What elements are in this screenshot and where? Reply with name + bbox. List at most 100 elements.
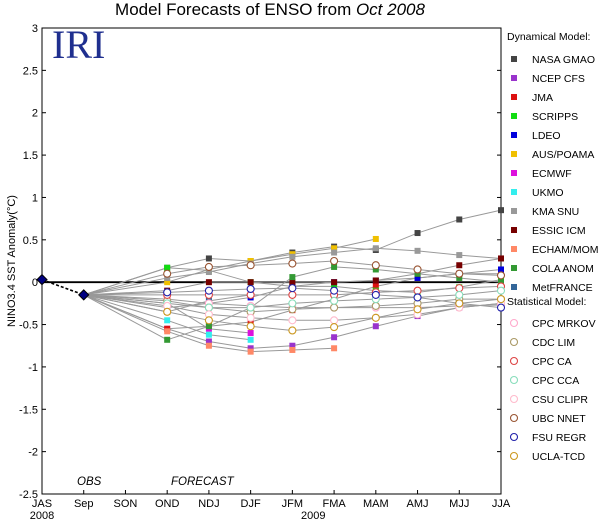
- data-point: [247, 330, 254, 337]
- y-tick-label: -2: [28, 447, 38, 459]
- legend-marker: [511, 94, 517, 100]
- y-axis-label: NINO3.4 SST Anomaly(°C): [6, 195, 18, 327]
- legend-marker: [511, 189, 517, 195]
- x-tick-label: OND: [155, 498, 180, 510]
- legend-marker: [509, 413, 519, 423]
- legend-item-ucla-tcd: UCLA-TCD: [509, 451, 586, 463]
- data-point: [205, 331, 212, 338]
- data-point: [289, 279, 296, 286]
- legend-label: COLA ANOM: [532, 263, 594, 275]
- data-point: [330, 323, 339, 332]
- plume-line: [83, 294, 168, 332]
- legend-item-essic-icm: ESSIC ICM: [511, 225, 586, 237]
- legend-item-ubc-nnet: UBC NNET: [509, 413, 586, 425]
- data-point: [414, 274, 421, 281]
- legend-item-nasa-gmao: NASA GMAO: [511, 54, 595, 66]
- plume-line: [83, 281, 168, 296]
- data-point: [372, 266, 379, 273]
- data-point: [330, 303, 339, 312]
- data-point: [247, 336, 254, 343]
- legend-marker: [511, 227, 517, 233]
- data-point: [163, 307, 172, 316]
- data-point: [372, 245, 379, 252]
- data-point: [205, 255, 212, 262]
- legend-marker: [511, 170, 517, 176]
- chart-title: Model Forecasts of ENSO from Oct 2008: [115, 0, 425, 19]
- x-tick-label: DJF: [241, 498, 261, 510]
- x-tick-label: JJA: [492, 498, 511, 510]
- data-point: [205, 279, 212, 286]
- legend-label: SCRIPPS: [532, 111, 578, 123]
- legend-marker: [509, 356, 519, 366]
- data-point: [456, 262, 463, 269]
- data-point: [413, 265, 422, 274]
- data-point: [164, 279, 171, 286]
- data-point: [496, 271, 506, 280]
- data-point: [289, 342, 296, 349]
- legend-marker: [509, 337, 519, 347]
- data-point: [289, 253, 296, 260]
- x-tick-label: MJJ: [449, 498, 469, 510]
- data-point: [455, 284, 464, 293]
- data-point: [331, 245, 338, 252]
- legend-label: ECHAM/MOM: [532, 244, 599, 256]
- data-point: [498, 207, 504, 214]
- iri-logo: IRI: [52, 22, 105, 67]
- title-prefix: Model Forecasts of ENSO from: [115, 0, 356, 19]
- legend-marker: [511, 56, 517, 62]
- data-point: [456, 274, 463, 281]
- data-point: [204, 286, 213, 295]
- data-point: [247, 345, 254, 352]
- legend-item-ncep-cfs: NCEP CFS: [511, 73, 585, 85]
- legend-item-scripps: SCRIPPS: [511, 111, 578, 123]
- data-point: [413, 293, 422, 302]
- x-tick-label: SON: [114, 498, 138, 510]
- data-point: [247, 279, 254, 286]
- legend-marker: [511, 284, 517, 290]
- legend-item-cpc-ca: CPC CA: [509, 356, 572, 368]
- legend-marker: [509, 318, 519, 328]
- data-point: [330, 286, 339, 295]
- legend-marker: [509, 375, 519, 385]
- x-tick-label: AMJ: [407, 498, 429, 510]
- series-ubc-nnet: [163, 256, 506, 280]
- legend-label: UBC NNET: [532, 413, 586, 425]
- legend-dynamical-title: Dynamical Model:: [507, 31, 590, 43]
- data-point: [205, 338, 212, 345]
- data-point: [371, 290, 380, 299]
- data-point: [288, 259, 297, 268]
- y-tick-label: 3: [32, 23, 38, 35]
- data-point: [456, 216, 463, 223]
- data-point: [372, 323, 379, 330]
- title-date: Oct 2008: [356, 0, 426, 19]
- data-point: [498, 279, 504, 286]
- plume-line: [83, 267, 168, 296]
- data-point: [246, 322, 255, 331]
- legend-item-cpc-mrkov: CPC MRKOV: [509, 318, 596, 330]
- year-label: 2009: [301, 510, 325, 520]
- data-point: [246, 313, 255, 322]
- legend-label: NCEP CFS: [532, 73, 585, 85]
- data-point: [164, 274, 171, 281]
- observed-point: [36, 273, 48, 286]
- data-point: [164, 264, 171, 271]
- legend-label: FSU REGR: [532, 432, 587, 444]
- x-tick-label: NDJ: [198, 498, 219, 510]
- obs-label: OBS: [77, 476, 102, 488]
- data-point: [455, 290, 464, 299]
- data-point: [330, 316, 339, 325]
- series-cola-anom: [164, 263, 504, 343]
- plume-line: [83, 294, 168, 341]
- legend-item-ldeo: LDEO: [511, 130, 561, 142]
- data-point: [205, 269, 212, 276]
- data-point: [455, 269, 464, 278]
- data-point: [204, 303, 213, 312]
- legend-item-cola-anom: COLA ANOM: [511, 263, 594, 275]
- legend-label: AUS/POAMA: [532, 149, 594, 161]
- data-point: [204, 262, 213, 271]
- data-point: [164, 317, 171, 324]
- data-point: [247, 348, 254, 355]
- data-point: [414, 247, 421, 254]
- plot-frame: [41, 27, 502, 495]
